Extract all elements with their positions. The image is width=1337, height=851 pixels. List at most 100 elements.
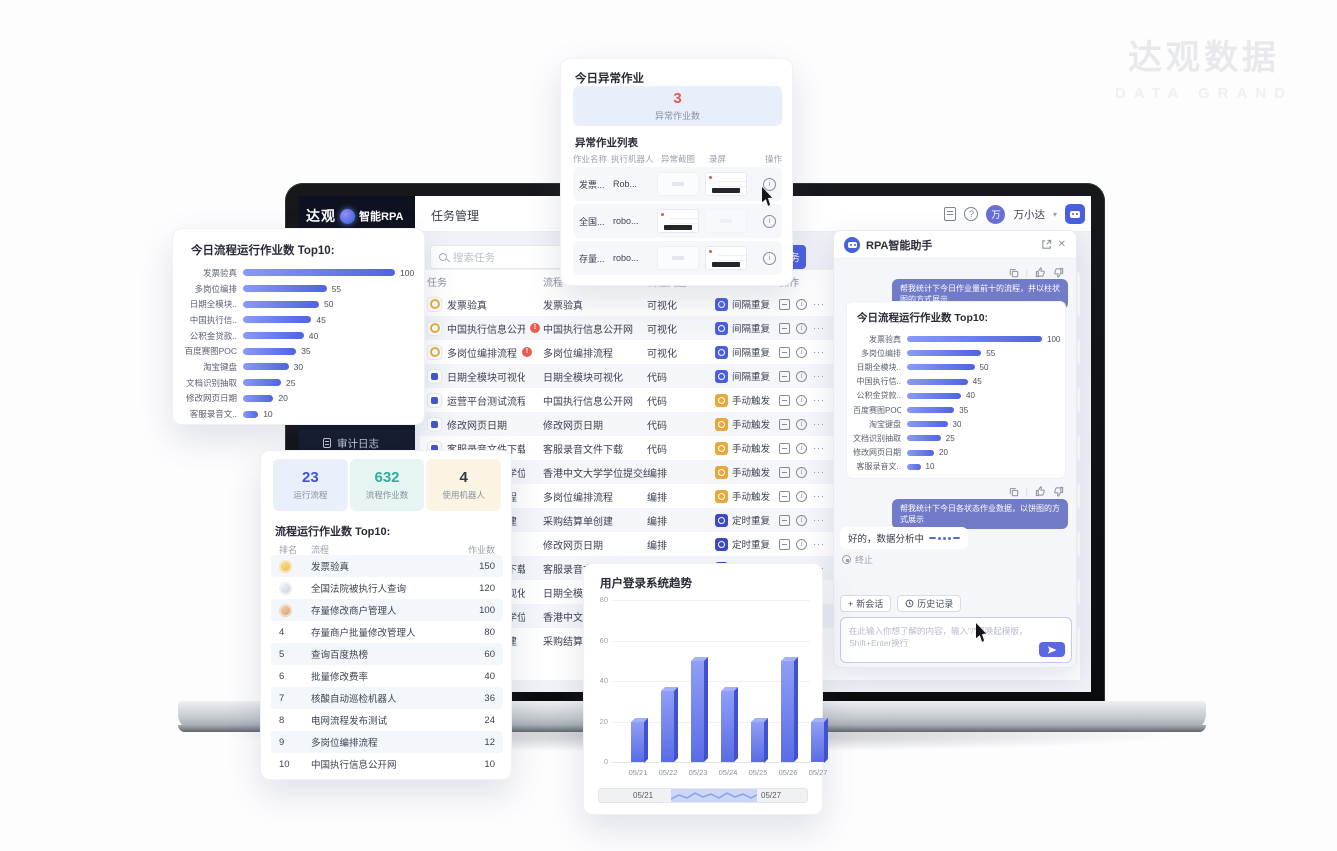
rank-row[interactable]: 存量修改商户管理人 100 [271, 599, 503, 621]
stop-button[interactable]: 终止 [842, 553, 873, 566]
rank-row[interactable]: 10 中国执行信息公开网 10 [271, 753, 503, 775]
rank-row[interactable]: 7 核酸自动巡检机器人 36 [271, 687, 503, 709]
top10-card: 今日流程运行作业数 Top10: 发票验真 100 多岗位编排 55 日期全模块.. 50… [172, 228, 425, 425]
more-icon[interactable]: ··· [813, 539, 825, 549]
open-external-icon[interactable] [1041, 239, 1052, 250]
logo-orb-icon [340, 208, 355, 224]
more-icon[interactable]: ··· [813, 395, 825, 405]
rank-row[interactable]: 发票验真 150 [271, 555, 503, 577]
flow-type: 代码 [647, 396, 667, 408]
alert-badge-icon: ! [530, 323, 540, 333]
avatar[interactable]: 万 [986, 204, 1006, 224]
chevron-down-icon[interactable]: ▾ [1052, 209, 1057, 219]
bar-value: 40 [966, 391, 975, 401]
edit-icon[interactable] [779, 466, 790, 478]
edit-icon[interactable] [779, 514, 790, 526]
document-icon[interactable] [944, 207, 957, 221]
info-icon[interactable] [796, 490, 807, 502]
job-count: 150 [479, 560, 495, 572]
edit-icon[interactable] [779, 346, 790, 358]
bar [243, 379, 281, 387]
close-icon[interactable]: ✕ [1057, 239, 1066, 250]
info-icon[interactable] [763, 214, 776, 228]
anomaly-row[interactable]: 发票... Rob... [573, 167, 782, 201]
info-icon[interactable] [796, 466, 807, 478]
send-button[interactable] [1039, 642, 1065, 657]
info-icon[interactable] [796, 418, 807, 430]
bar-row: 公积金贷款.. 40 [853, 389, 1061, 403]
rank-row[interactable]: 4 存量商户批量修改管理人 80 [271, 621, 503, 643]
rank-row[interactable]: 5 查询百度热榜 60 [271, 643, 503, 665]
info-icon[interactable] [763, 251, 776, 265]
thumbs-up-icon[interactable] [1035, 267, 1046, 278]
thumbs-down-icon[interactable] [1053, 486, 1064, 497]
rank-row[interactable]: 8 电网流程发布测试 24 [271, 709, 503, 731]
assistant-launcher-button[interactable] [1065, 204, 1085, 224]
more-icon[interactable]: ··· [813, 515, 825, 525]
info-icon[interactable] [796, 442, 807, 454]
info-icon[interactable] [796, 538, 807, 550]
row-actions: ··· [779, 394, 830, 406]
edit-icon[interactable] [779, 370, 790, 382]
table-row[interactable]: 发票验真 发票验真 可视化 间隔重复 ··· [420, 292, 1080, 316]
new-chat-button[interactable]: + 新会话 [840, 595, 892, 612]
more-icon[interactable]: ··· [813, 371, 825, 381]
bar-row: 发票验真 100 [179, 265, 420, 281]
more-icon[interactable]: ··· [813, 443, 825, 453]
copy-icon[interactable] [1009, 268, 1019, 278]
more-icon[interactable]: ··· [813, 419, 825, 429]
edit-icon[interactable] [779, 394, 790, 406]
anomaly-row[interactable]: 存量... robo... [573, 241, 782, 275]
manual-trigger-icon [715, 441, 728, 455]
placeholder-thumb[interactable] [657, 172, 699, 196]
interval-trigger-icon [715, 321, 728, 335]
more-icon[interactable]: ··· [813, 323, 825, 333]
header-flow: 流程 [543, 277, 563, 289]
info-icon[interactable] [763, 177, 776, 191]
rank-cell: 8 [279, 715, 311, 726]
datazoom-selection[interactable] [671, 789, 757, 802]
table-row[interactable]: 运营平台测试流程 中国执行信息公开网 代码 手动触发 ··· [420, 388, 1080, 412]
info-icon[interactable] [796, 322, 807, 334]
info-icon[interactable] [796, 514, 807, 526]
screenshot-thumb[interactable] [705, 172, 747, 196]
tab-task-management[interactable]: 任务管理 [431, 209, 480, 223]
rank-row[interactable]: 9 多岗位编排流程 12 [271, 731, 503, 753]
screenshot-thumb[interactable] [705, 246, 747, 270]
copy-icon[interactable] [1009, 487, 1019, 497]
placeholder-thumb[interactable] [705, 209, 747, 233]
more-icon[interactable]: ··· [813, 491, 825, 501]
chat-input[interactable] [841, 618, 1071, 662]
more-icon[interactable]: ··· [813, 467, 825, 477]
info-icon[interactable] [796, 370, 807, 382]
thumbs-up-icon[interactable] [1035, 486, 1046, 497]
x-axis-label: 05/22 [658, 768, 678, 777]
rank-row[interactable]: 6 批量修改费率 40 [271, 665, 503, 687]
rank-row[interactable]: 全国法院被执行人查询 120 [271, 577, 503, 599]
info-icon[interactable] [796, 346, 807, 358]
flow-name: 电网流程发布测试 [311, 716, 388, 727]
bar-row: 多岗位编排 55 [853, 346, 1061, 360]
help-icon[interactable]: ? [964, 207, 979, 221]
more-icon[interactable]: ··· [813, 347, 825, 357]
info-icon[interactable] [796, 394, 807, 406]
edit-icon[interactable] [779, 442, 790, 454]
placeholder-thumb[interactable] [657, 246, 699, 270]
anomaly-row[interactable]: 全国... robo... [573, 204, 782, 238]
bar-row: 日期全模块.. 50 [853, 360, 1061, 374]
history-button[interactable]: 历史记录 [897, 595, 962, 612]
edit-icon[interactable] [779, 538, 790, 550]
edit-icon[interactable] [779, 298, 790, 310]
edit-icon[interactable] [779, 490, 790, 502]
more-icon[interactable]: ··· [813, 299, 825, 309]
info-icon[interactable] [796, 298, 807, 310]
thumbs-down-icon[interactable] [1053, 267, 1064, 278]
username[interactable]: 万小达 [1013, 208, 1045, 221]
flow-name: 客服录音文件下载 [543, 444, 623, 456]
edit-icon[interactable] [779, 418, 790, 430]
screenshot-thumb[interactable] [657, 209, 699, 233]
edit-icon[interactable] [779, 322, 790, 334]
visual-type-icon [427, 296, 442, 312]
datazoom-slider[interactable]: 05/21 05/27 [598, 788, 808, 803]
